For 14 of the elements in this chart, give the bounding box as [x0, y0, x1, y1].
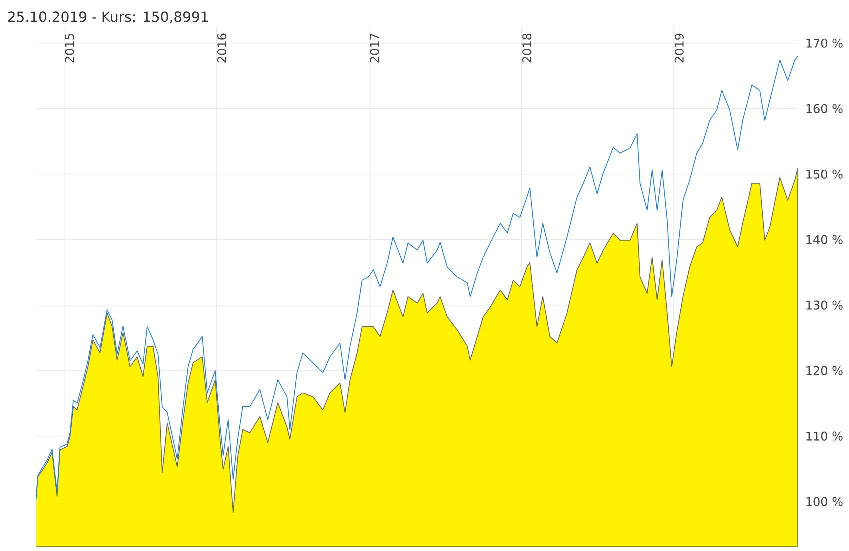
- x-tick-label: 2016: [217, 34, 227, 63]
- x-tick-label: 2017: [370, 34, 380, 63]
- y-tick-label: 170 %: [806, 38, 843, 48]
- y-tick-label: 110 %: [806, 432, 843, 441]
- y-tick-label: 140 %: [806, 235, 843, 244]
- x-tick-label: 2018: [522, 34, 532, 63]
- y-tick-label: 120 %: [806, 366, 843, 376]
- y-tick-label: 160 %: [806, 104, 843, 114]
- y-tick-label: 100 %: [806, 497, 843, 506]
- y-tick-label: 130 %: [806, 300, 843, 310]
- x-tick-label: 2015: [65, 34, 74, 63]
- x-tick-label: 2019: [674, 34, 684, 63]
- y-tick-label: 150 %: [806, 170, 843, 179]
- chart-title: 25.10.2019 - Kurs: 150,8991: [8, 12, 208, 24]
